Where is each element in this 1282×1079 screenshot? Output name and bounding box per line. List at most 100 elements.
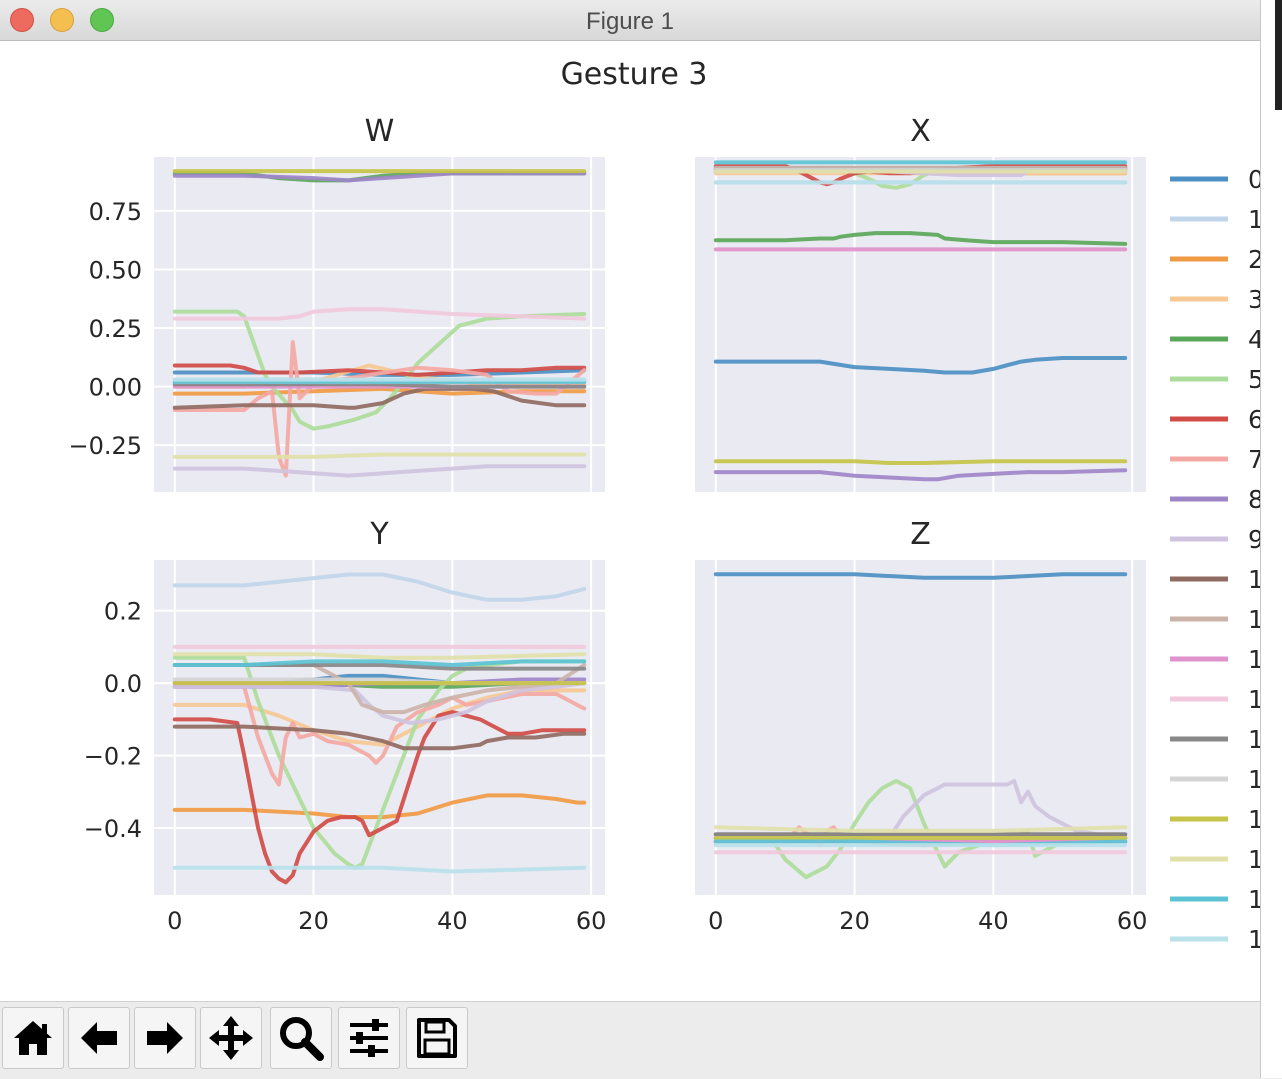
legend-item: 7 bbox=[1170, 445, 1264, 474]
forward-button[interactable] bbox=[134, 1007, 196, 1069]
x-tick-label: 0 bbox=[167, 907, 182, 935]
x-tick-label: 60 bbox=[1117, 907, 1148, 935]
pan-button[interactable] bbox=[200, 1007, 262, 1069]
x-tick-label: 40 bbox=[437, 907, 468, 935]
close-window-button[interactable] bbox=[10, 8, 34, 32]
plot-area-w bbox=[154, 157, 605, 492]
series-line-10 bbox=[172, 724, 587, 751]
series-line-0 bbox=[713, 572, 1128, 580]
figure: Gesture 3 W−0.250.000.250.500.75 X Y −0.4 −0… bbox=[68, 57, 1280, 954]
window-title: Figure 1 bbox=[585, 8, 675, 35]
series-line-0 bbox=[172, 368, 587, 377]
legend-label: 16 bbox=[1248, 805, 1260, 834]
y-tick-label: 0.0 bbox=[104, 670, 142, 698]
legend-item: 4 bbox=[1170, 325, 1264, 354]
home-icon bbox=[14, 1021, 52, 1055]
subplot-title-y: Y bbox=[369, 517, 389, 552]
x-tick-label: 20 bbox=[839, 907, 870, 935]
series-line-16 bbox=[713, 459, 1128, 465]
window-titlebar: Figure 1 bbox=[0, 0, 1260, 41]
legend-item: 8 bbox=[1170, 485, 1264, 514]
sliders-icon bbox=[350, 1019, 388, 1057]
legend-item: 12 bbox=[1170, 645, 1280, 674]
series-group-x bbox=[713, 160, 1128, 482]
x-tick-label: 20 bbox=[298, 907, 329, 935]
legend-label: 10 bbox=[1248, 565, 1260, 594]
legend-label: 7 bbox=[1248, 445, 1260, 474]
series-line-18 bbox=[172, 659, 587, 667]
home-button[interactable] bbox=[2, 1007, 64, 1069]
legend-item: 9 bbox=[1170, 525, 1264, 554]
series-line-3 bbox=[172, 688, 587, 747]
legend-label: 14 bbox=[1248, 725, 1260, 754]
arrow-left-icon bbox=[81, 1022, 117, 1054]
configure-subplots-button[interactable] bbox=[338, 1007, 400, 1069]
legend-label: 1 bbox=[1248, 205, 1260, 234]
series-line-9 bbox=[713, 779, 1128, 840]
move-icon bbox=[209, 1016, 253, 1060]
subplot-title-w: W bbox=[365, 114, 395, 149]
y-tick-label: −0.2 bbox=[84, 743, 142, 771]
plot-area-x bbox=[695, 157, 1146, 492]
legend-item: 2 bbox=[1170, 245, 1264, 274]
legend-item: 15 bbox=[1170, 765, 1280, 794]
zoom-button[interactable] bbox=[270, 1007, 332, 1069]
legend-item: 5 bbox=[1170, 365, 1264, 394]
legend-label: 19 bbox=[1248, 925, 1260, 954]
y-tick-label: −0.4 bbox=[84, 815, 142, 843]
series-line-17 bbox=[172, 652, 587, 660]
magnifier-icon bbox=[280, 1017, 324, 1061]
series-line-0 bbox=[713, 356, 1128, 375]
legend-item: 17 bbox=[1170, 845, 1280, 874]
legend-label: 4 bbox=[1248, 325, 1260, 354]
subplot-y: Y −0.4 −0.2 0.0 0.2 0 20 40 60 bbox=[84, 517, 607, 935]
series-line-9 bbox=[172, 464, 587, 478]
legend-label: 0 bbox=[1248, 165, 1260, 194]
series-group-w bbox=[172, 169, 587, 478]
legend-item: 1 bbox=[1170, 205, 1264, 234]
series-line-1 bbox=[172, 572, 587, 602]
series-line-17 bbox=[713, 825, 1128, 833]
series-line-5 bbox=[172, 309, 587, 431]
y-tick-label: 0.75 bbox=[89, 198, 142, 226]
series-line-14 bbox=[172, 382, 587, 389]
arrow-right-icon bbox=[147, 1022, 183, 1054]
series-line-19 bbox=[172, 865, 587, 874]
legend-label: 18 bbox=[1248, 885, 1260, 914]
series-line-17 bbox=[172, 452, 587, 459]
back-button[interactable] bbox=[68, 1007, 130, 1069]
series-line-6 bbox=[172, 363, 587, 377]
legend-label: 2 bbox=[1248, 245, 1260, 274]
series-line-10 bbox=[172, 386, 587, 410]
save-button[interactable] bbox=[406, 1007, 468, 1069]
background-window-strip bbox=[1260, 0, 1282, 1078]
series-line-8 bbox=[713, 468, 1128, 482]
minimize-window-button[interactable] bbox=[50, 8, 74, 32]
subplot-z: Z 0 20 40 60 bbox=[695, 517, 1147, 935]
series-line-2 bbox=[172, 793, 587, 820]
subplot-title-x: X bbox=[910, 114, 931, 149]
navigation-toolbar bbox=[0, 1001, 1260, 1079]
x-tick-label: 0 bbox=[708, 907, 723, 935]
subplot-w: W −0.25 0.00 0.25 0.50 0.75 bbox=[68, 114, 605, 492]
legend-item: 3 bbox=[1170, 285, 1264, 314]
legend-label: 17 bbox=[1248, 845, 1260, 874]
subplot-title-z: Z bbox=[910, 517, 931, 552]
x-tick-label: 60 bbox=[576, 907, 607, 935]
figure-title: Gesture 3 bbox=[561, 57, 708, 92]
legend-label: 12 bbox=[1248, 645, 1260, 674]
figure-canvas: Gesture 3 W −0.25 0.00 0.25 0.50 0.75 X Y −0.4 −0… bbox=[0, 41, 1280, 1001]
legend-item: 16 bbox=[1170, 805, 1280, 834]
legend-item: 0 bbox=[1170, 165, 1264, 194]
legend: 012345678910111213141516171819 bbox=[1170, 165, 1280, 954]
legend-item: 14 bbox=[1170, 725, 1280, 754]
legend-item: 19 bbox=[1170, 925, 1280, 954]
y-tick-label: 0.2 bbox=[104, 598, 142, 626]
legend-item: 10 bbox=[1170, 565, 1280, 594]
legend-item: 18 bbox=[1170, 885, 1280, 914]
series-line-13 bbox=[172, 307, 587, 321]
maximize-window-button[interactable] bbox=[90, 8, 114, 32]
series-group-y bbox=[172, 572, 587, 885]
legend-item: 6 bbox=[1170, 405, 1264, 434]
series-line-6 bbox=[172, 710, 587, 885]
